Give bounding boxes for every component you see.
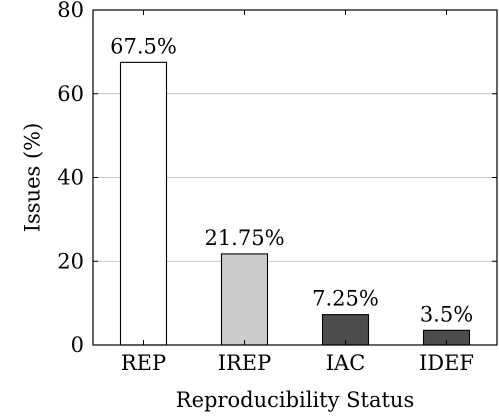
y-axis-label: Issues (%) [20,123,44,233]
y-tick-label: 60 [57,82,84,106]
x-axis-ticks: REP IREP IAC IDEF [121,10,474,375]
data-label-idef: 3.5% [420,302,473,326]
bar-irep [220,253,269,346]
x-tick-label-irep: IREP [218,351,272,375]
y-axis-ticks: 0 20 40 60 80 [57,0,497,357]
x-tick-label-idef: IDEF [419,351,474,375]
data-label-irep: 21.75% [204,226,284,250]
x-axis-label: Reproducibility Status [176,388,414,412]
y-tick-label: 40 [57,166,84,190]
y-tick-label: 80 [57,0,84,22]
y-tick-label: 20 [57,249,84,273]
y-tick-label: 0 [71,333,84,357]
data-label-iac: 7.25% [312,287,379,311]
x-tick-label-iac: IAC [326,351,366,375]
x-tick-label-rep: REP [121,351,166,375]
bars [119,61,471,346]
data-label-rep: 67.5% [110,34,177,58]
bar-rep [119,61,168,346]
bar-iac [321,314,370,346]
data-labels: 67.5% 21.75% 7.25% 3.5% [110,34,473,326]
